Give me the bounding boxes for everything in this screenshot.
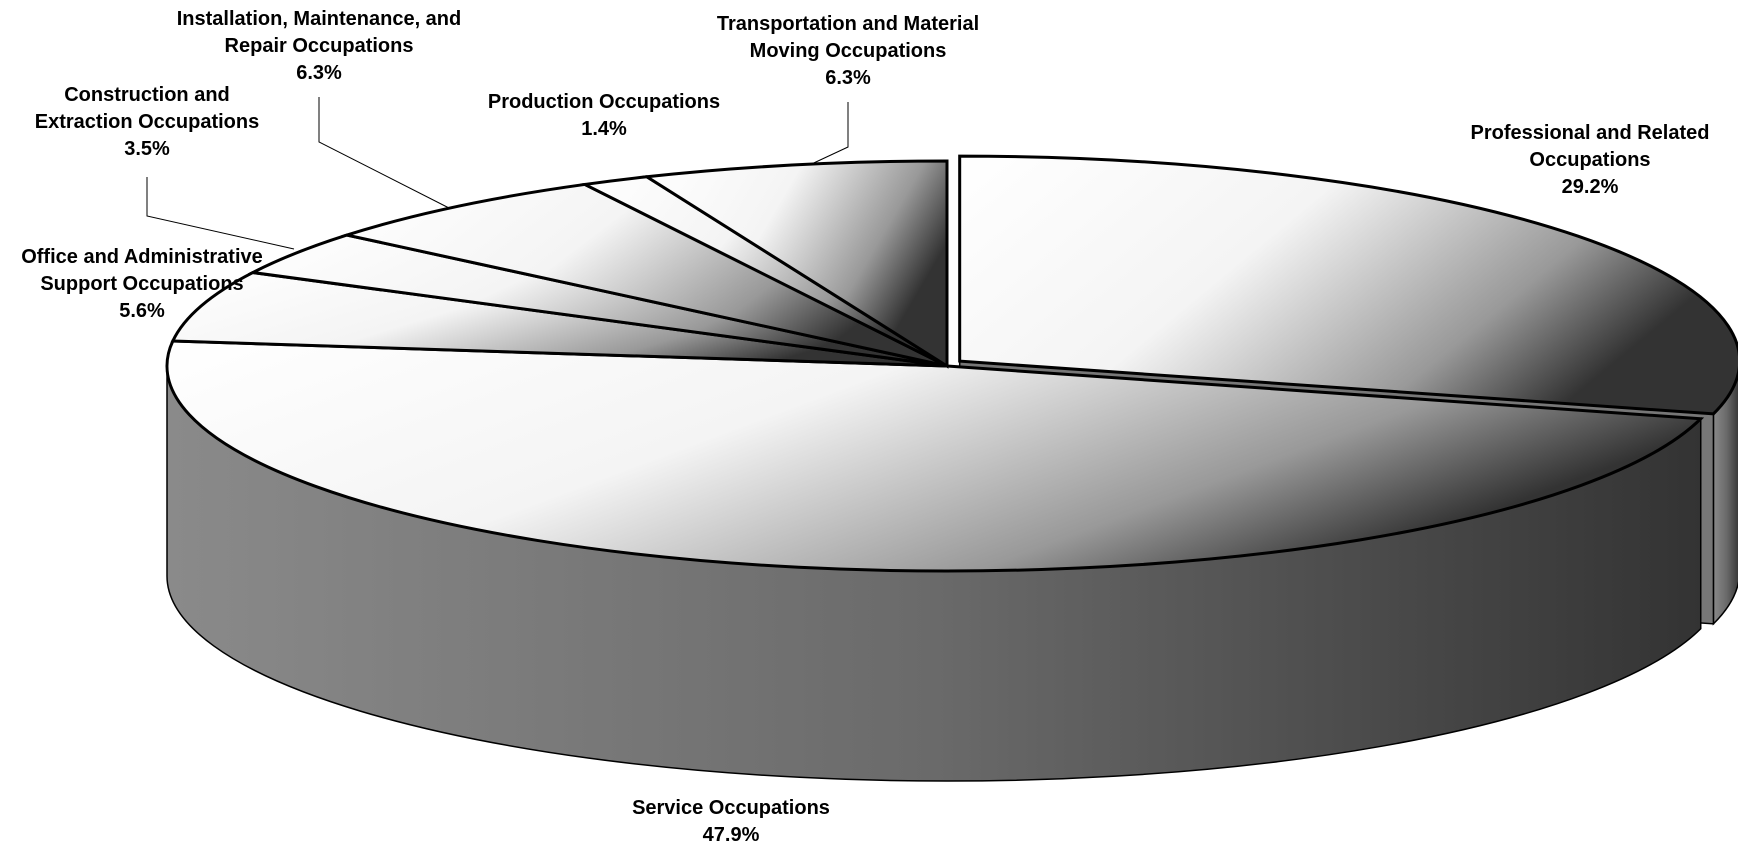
slice-label: Installation, Maintenance, and Repair Oc…	[159, 6, 479, 87]
value-label: 29.2%	[1561, 176, 1619, 198]
slice-label: Professional and Related Occupations 29.2…	[1440, 120, 1738, 201]
category-name: Office and Administrative Support Occupa…	[21, 246, 263, 295]
category-name: Construction and Extraction Occupations	[34, 84, 260, 133]
category-name: Installation, Maintenance, and Repair Oc…	[176, 8, 462, 57]
slice	[341, 182, 948, 368]
category-name: Service Occupations	[632, 797, 830, 819]
leader-line	[146, 177, 295, 250]
value-label: 47.9%	[702, 824, 760, 846]
slice	[170, 270, 948, 368]
value-label: 1.4%	[581, 118, 627, 140]
slice-label: Construction and Extraction Occupations 3…	[15, 82, 280, 163]
slice-label: Transportation and Material Moving Occup…	[698, 11, 998, 92]
slice-label: Production Occupations 1.4%	[454, 89, 754, 143]
category-name: Production Occupations	[487, 91, 721, 113]
slice	[165, 339, 1705, 573]
slice	[958, 154, 1738, 416]
value-label: 6.3%	[296, 62, 342, 84]
value-label: 5.6%	[119, 300, 165, 322]
slice-label: Office and Administrative Support Occupa…	[0, 244, 285, 325]
category-name: Transportation and Material Moving Occup…	[716, 13, 980, 62]
slice	[642, 159, 949, 369]
value-label: 3.5%	[124, 138, 170, 160]
leader-line	[318, 97, 450, 209]
value-label: 6.3%	[825, 67, 871, 89]
category-name: Professional and Related Occupations	[1470, 122, 1710, 171]
slice-label: Service Occupations 47.9%	[531, 795, 931, 847]
leader-line	[802, 102, 849, 169]
